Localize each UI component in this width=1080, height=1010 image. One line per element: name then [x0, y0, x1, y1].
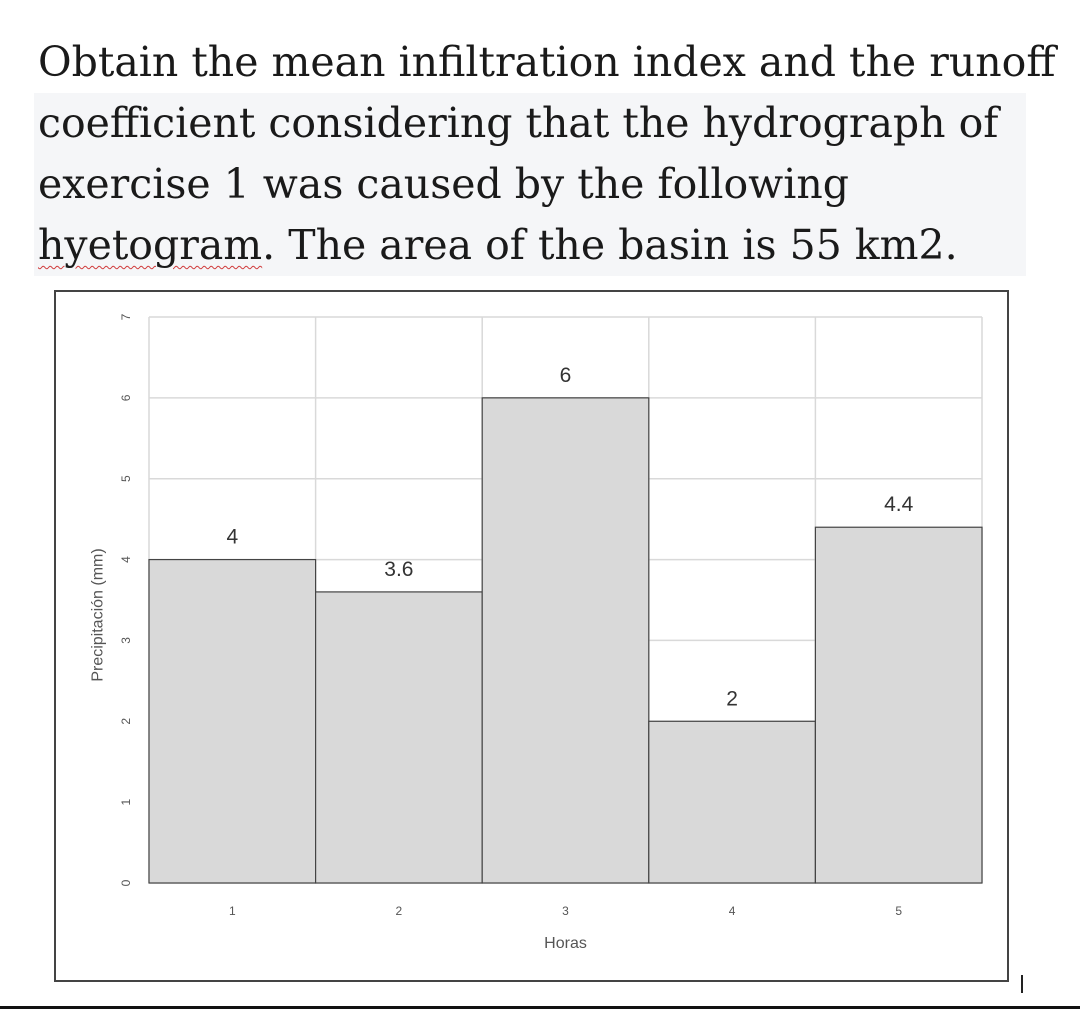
data-label: 3.6	[384, 558, 413, 581]
chart-canvas: 4 3.6 6 2 4.4 0 1 2 3 4 5 6 7 1 2 3 4 5 Horas Precipita…	[90, 313, 983, 952]
bar-hour-5	[814, 526, 983, 884]
data-label: 6	[560, 364, 572, 387]
data-label: 4	[226, 526, 238, 549]
x-tick-label: 5	[895, 904, 902, 918]
problem-line-4: hyetogram. The area of the basin is 55 k…	[34, 215, 1026, 276]
y-axis-title: Precipitación (mm)	[90, 548, 107, 681]
x-tick-label: 3	[562, 904, 569, 918]
y-tick-label: 4	[119, 556, 133, 563]
problem-line-2: coefficient considering that the hydrogr…	[34, 93, 1026, 154]
problem-line-3: exercise 1 was caused by the following	[34, 154, 1026, 215]
y-axis-ticks: 0 1 2 3 4 5 6 7	[119, 313, 133, 886]
y-tick-label: 7	[119, 313, 133, 320]
y-tick-label: 3	[119, 637, 133, 644]
y-tick-label: 5	[119, 475, 133, 482]
y-tick-label: 0	[119, 879, 133, 886]
problem-line-4-rest: . The area of the basin is 55 km2.	[262, 221, 958, 269]
y-tick-label: 2	[119, 718, 133, 725]
bar-hour-3	[481, 397, 650, 884]
data-labels: 4 3.6 6 2 4.4	[226, 364, 913, 710]
bar-hour-1	[148, 558, 317, 884]
bar-hour-4	[648, 720, 816, 884]
x-tick-label: 4	[729, 904, 736, 918]
data-label: 4.4	[884, 493, 914, 516]
problem-line-1: Obtain the mean infiltration index and t…	[38, 38, 1056, 86]
data-label: 2	[726, 687, 738, 710]
x-tick-label: 2	[396, 904, 403, 918]
bottom-divider	[0, 1006, 1080, 1009]
x-tick-label: 1	[229, 904, 236, 918]
y-tick-label: 1	[119, 798, 133, 805]
misspelled-word[interactable]: hyetogram	[38, 221, 263, 269]
x-axis-ticks: 1 2 3 4 5	[229, 904, 902, 918]
bars	[148, 397, 983, 884]
problem-statement: Obtain the mean infiltration index and t…	[34, 32, 1056, 276]
y-tick-label: 6	[119, 394, 133, 401]
bar-hour-2	[315, 591, 483, 884]
x-axis-title: Horas	[544, 935, 587, 952]
text-cursor	[1021, 975, 1023, 993]
hyetogram-chart: 4 3.6 6 2 4.4 0 1 2 3 4 5 6 7 1 2 3 4 5 Horas Precipita…	[54, 290, 1009, 982]
